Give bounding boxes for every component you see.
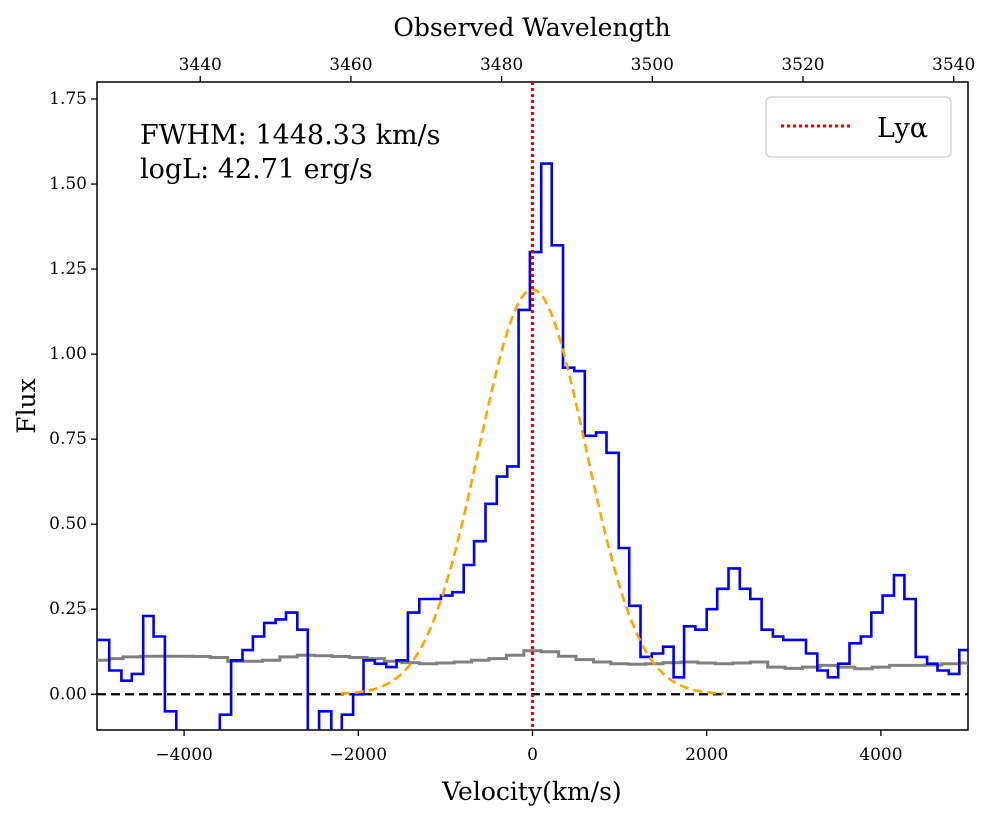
y-axis-title: Flux	[12, 378, 41, 434]
gaussian-fit-line	[340, 288, 725, 695]
top-tick-label: 3440	[179, 55, 222, 75]
fwhm-annotation: FWHM: 1448.33 km/s	[140, 120, 441, 151]
legend: Lyα	[765, 96, 952, 158]
data-layer	[97, 82, 968, 730]
logl-annotation: logL: 42.71 erg/s	[140, 154, 373, 185]
y-tick-label: 0.50	[49, 514, 87, 534]
y-tick-label: 1.50	[49, 174, 87, 194]
x-tick-label: −2000	[330, 745, 388, 765]
x-tick-label: 0	[527, 745, 538, 765]
y-tick-label: 1.00	[49, 344, 87, 364]
tick-layer: −4000 −2000 0 2000 4000 3440 3460 3480 3500 3520 3…	[49, 55, 975, 765]
y-tick-label: 1.25	[49, 259, 87, 279]
flux-spectrum-line	[97, 162, 968, 730]
top-tick-label: 3520	[781, 55, 824, 75]
error-spectrum-line	[97, 649, 968, 671]
y-tick-label: 0.00	[49, 684, 87, 704]
y-tick-label: 0.25	[49, 599, 87, 619]
legend-box	[765, 96, 952, 158]
x-axis-title: Velocity(km/s)	[441, 777, 621, 806]
x-tick-label: −4000	[155, 745, 213, 765]
top-tick-label: 3480	[480, 55, 523, 75]
x-tick-label: 2000	[685, 745, 728, 765]
top-tick-label: 3540	[932, 55, 975, 75]
top-tick-label: 3460	[329, 55, 372, 75]
y-tick-label: 1.75	[49, 89, 87, 109]
x-tick-label: 4000	[859, 745, 902, 765]
top-axis-title: Observed Wavelength	[393, 13, 670, 42]
top-tick-label: 3500	[631, 55, 674, 75]
y-tick-label: 0.75	[49, 429, 87, 449]
legend-label-lya: Lyα	[877, 113, 928, 144]
